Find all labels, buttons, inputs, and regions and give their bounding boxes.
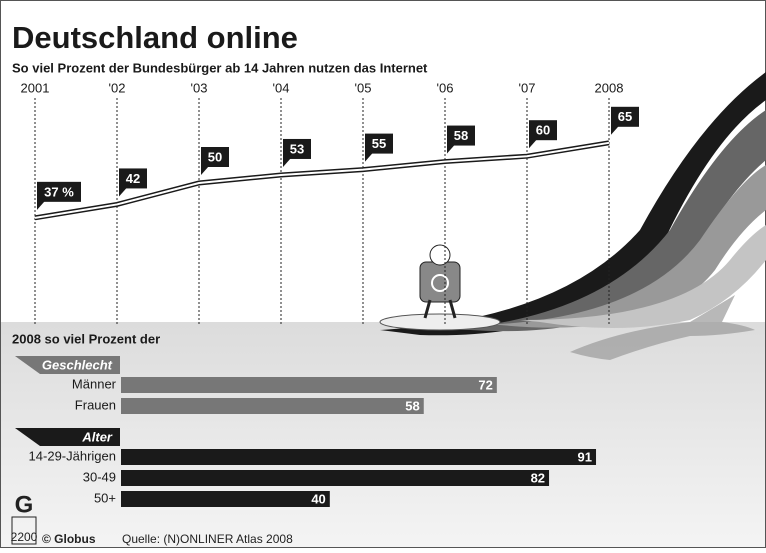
y-tick-label: 50+	[94, 490, 116, 505]
x-tick-label: 2001	[21, 80, 50, 95]
surfer-head	[430, 245, 450, 265]
bar	[121, 398, 424, 414]
x-tick-label: '05	[355, 80, 372, 95]
x-tick-label: 2008	[595, 80, 624, 95]
x-tick-label: '07	[519, 80, 536, 95]
value-label: 82	[531, 470, 545, 485]
value-label: 55	[372, 136, 386, 151]
bar-title: 2008 so viel Prozent der	[12, 331, 160, 346]
footer-number: 2200	[11, 530, 38, 544]
value-label: 50	[208, 149, 222, 164]
logo: G	[15, 491, 34, 518]
x-tick-label: '03	[191, 80, 208, 95]
value-label: 58	[405, 398, 419, 413]
group-header: Alter	[81, 429, 113, 444]
value-label: 91	[578, 449, 592, 464]
bar	[121, 491, 330, 507]
value-label: 42	[126, 171, 140, 186]
y-tick-label: Männer	[72, 376, 117, 391]
y-tick-label: 30-49	[83, 469, 116, 484]
bar	[121, 377, 497, 393]
bar	[121, 449, 596, 465]
value-label: 58	[454, 128, 468, 143]
footer-source: Quelle: (N)ONLINER Atlas 2008	[122, 532, 293, 546]
title: Deutschland online	[12, 20, 298, 55]
x-tick-label: '04	[273, 80, 290, 95]
value-label: 60	[536, 123, 550, 138]
subtitle: So viel Prozent der Bundesbürger ab 14 J…	[12, 60, 428, 75]
surfboard	[380, 314, 500, 330]
y-tick-label: Frauen	[75, 397, 116, 412]
bar	[121, 470, 549, 486]
value-label: 37 %	[44, 184, 74, 199]
surfer-body	[420, 262, 460, 302]
value-label: 65	[618, 109, 632, 124]
y-tick-label: 14-29-Jährigen	[29, 448, 116, 463]
value-label: 53	[290, 141, 304, 156]
value-label: 40	[311, 491, 325, 506]
footer-credit: © Globus	[42, 532, 96, 546]
group-header: Geschlecht	[42, 357, 113, 372]
x-tick-label: '02	[109, 80, 126, 95]
value-label: 72	[478, 377, 492, 392]
infographic: Deutschland online So viel Prozent der B…	[0, 0, 766, 548]
x-tick-label: '06	[437, 80, 454, 95]
